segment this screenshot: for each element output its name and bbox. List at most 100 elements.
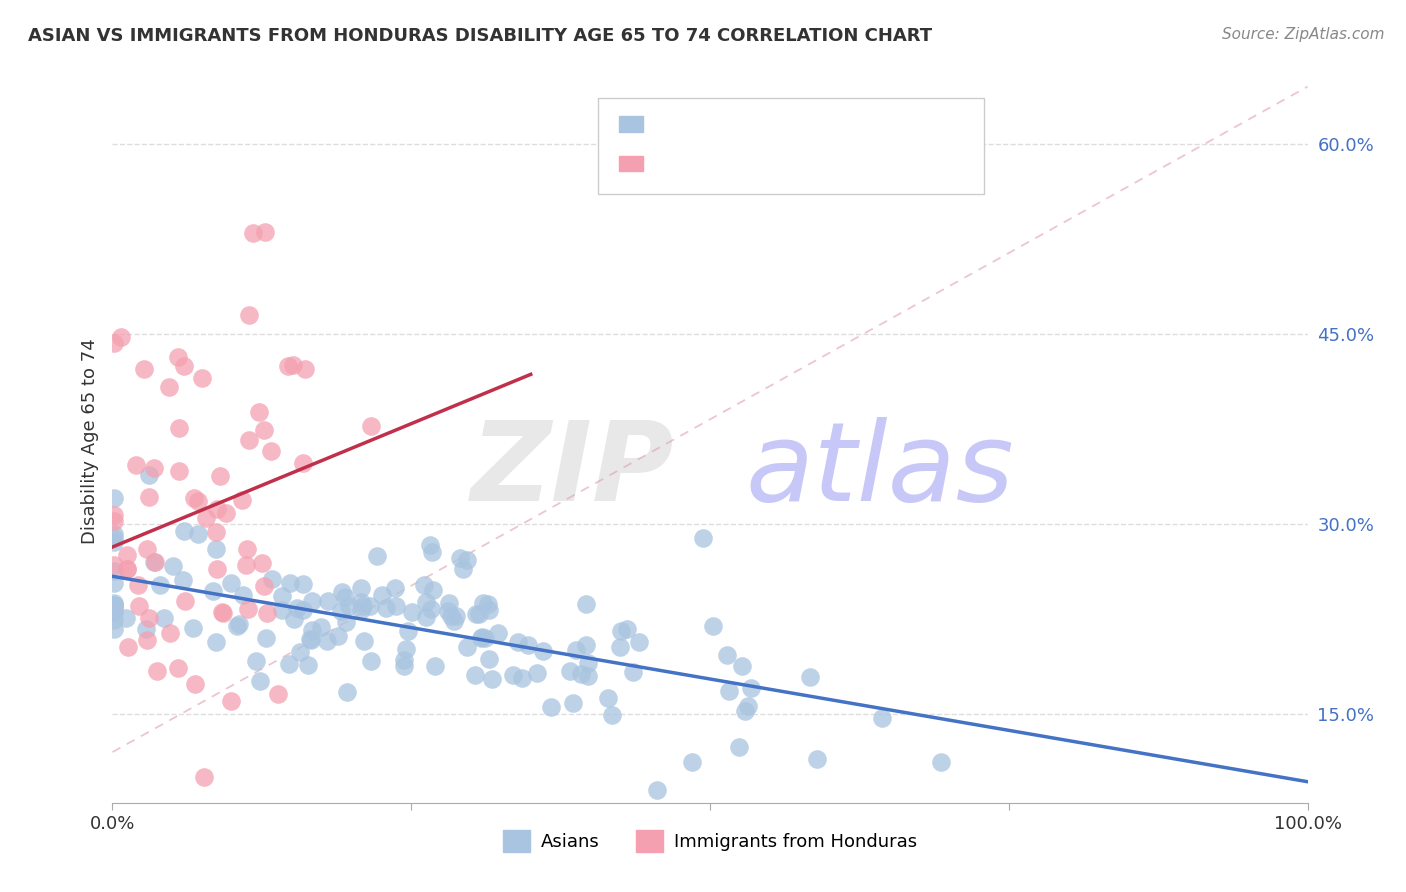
Point <box>238 601 260 615</box>
Point <box>135 541 157 556</box>
Point <box>128 599 150 614</box>
Text: ASIAN VS IMMIGRANTS FROM HONDURAS DISABILITY AGE 65 TO 74 CORRELATION CHART: ASIAN VS IMMIGRANTS FROM HONDURAS DISABI… <box>28 27 932 45</box>
Point <box>283 611 305 625</box>
Point <box>353 634 375 648</box>
Point <box>449 551 471 566</box>
Point <box>297 658 319 673</box>
Point <box>415 609 437 624</box>
Point <box>465 607 488 621</box>
Point <box>173 524 195 538</box>
Point <box>204 635 226 649</box>
Point <box>565 643 588 657</box>
Point <box>127 578 149 592</box>
Point <box>191 371 214 385</box>
Point <box>470 632 492 646</box>
Point <box>277 359 299 373</box>
Point <box>183 620 205 634</box>
Point <box>103 596 125 610</box>
Point <box>267 687 290 701</box>
Y-axis label: Disability Age 65 to 74: Disability Age 65 to 74 <box>80 339 98 544</box>
Point <box>384 599 406 614</box>
Point <box>531 644 554 658</box>
Point <box>135 632 157 647</box>
Point <box>540 699 562 714</box>
Point <box>183 491 205 505</box>
Point <box>184 677 207 691</box>
Point <box>301 594 323 608</box>
Point <box>205 541 228 556</box>
Point <box>262 573 284 587</box>
Point <box>728 739 751 754</box>
Point <box>621 665 644 680</box>
Text: N =: N = <box>794 114 838 134</box>
Point <box>437 596 460 610</box>
Point <box>173 359 195 373</box>
Point <box>162 558 184 573</box>
Point <box>187 494 209 508</box>
Point <box>226 619 249 633</box>
Point <box>235 558 257 572</box>
Point <box>740 681 762 695</box>
Point <box>103 558 125 572</box>
Point <box>610 624 633 639</box>
Point <box>453 562 475 576</box>
Point <box>474 631 496 645</box>
Point <box>443 614 465 628</box>
Point <box>316 634 339 648</box>
Point <box>437 604 460 618</box>
Point <box>132 362 155 376</box>
Point <box>392 659 415 673</box>
Point <box>309 620 332 634</box>
Text: R =: R = <box>651 114 693 134</box>
Point <box>562 696 585 710</box>
Point <box>288 645 311 659</box>
Point <box>420 601 443 615</box>
Point <box>125 458 148 473</box>
Point <box>103 534 125 549</box>
Point <box>103 613 125 627</box>
Point <box>236 542 259 557</box>
Point <box>294 361 316 376</box>
Point <box>576 669 599 683</box>
Point <box>208 468 231 483</box>
Point <box>174 594 197 608</box>
Point <box>422 583 444 598</box>
Point <box>117 548 139 562</box>
Point <box>285 600 308 615</box>
Point <box>238 434 260 448</box>
Point <box>401 605 423 619</box>
Text: -0.730: -0.730 <box>700 114 769 134</box>
Point <box>103 514 125 528</box>
Point <box>731 659 754 673</box>
Point <box>152 611 174 625</box>
Point <box>142 461 165 475</box>
Point <box>252 557 274 571</box>
Point <box>292 456 315 470</box>
Point <box>420 545 443 559</box>
Point <box>481 672 503 686</box>
Legend: Asians, Immigrants from Honduras: Asians, Immigrants from Honduras <box>496 822 924 859</box>
Point <box>260 443 283 458</box>
Point <box>737 699 759 714</box>
Point <box>571 667 593 681</box>
Point <box>734 704 756 718</box>
Point <box>477 597 499 611</box>
Point <box>526 666 548 681</box>
Point <box>167 661 190 675</box>
Point <box>471 596 494 610</box>
Point <box>103 599 125 614</box>
Point <box>270 589 292 603</box>
Point <box>138 490 160 504</box>
Point <box>135 622 157 636</box>
Point <box>575 639 598 653</box>
Text: Source: ZipAtlas.com: Source: ZipAtlas.com <box>1222 27 1385 42</box>
Point <box>329 604 352 618</box>
Point <box>159 626 181 640</box>
Point <box>103 564 125 578</box>
Point <box>205 562 228 576</box>
Point <box>576 656 599 670</box>
Point <box>292 577 315 591</box>
Point <box>392 653 415 667</box>
Point <box>245 654 267 668</box>
Point <box>370 589 392 603</box>
